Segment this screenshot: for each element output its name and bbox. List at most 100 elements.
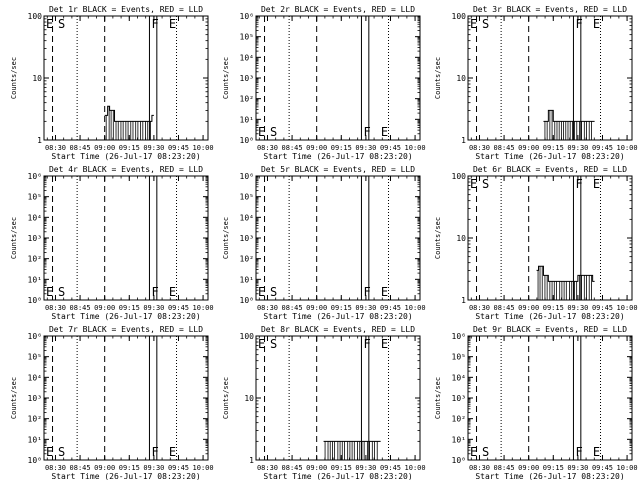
y-axis-label: Counts/sec [10, 217, 18, 259]
marker-label: F [151, 285, 158, 299]
x-tick-label: 09:30 [567, 144, 588, 152]
y-tick-label: 10⁴ [28, 373, 42, 382]
marker-label: F [575, 445, 582, 459]
x-tick-label: 09:45 [380, 464, 401, 472]
y-tick-label: 10 [456, 234, 466, 243]
y-tick-label: 1 [37, 136, 42, 145]
events-series-line [543, 109, 595, 122]
y-tick-label: 10⁵ [240, 33, 254, 42]
x-tick-label: 09:15 [119, 464, 140, 472]
y-tick-label: 100 [452, 12, 467, 21]
marker-label: S [482, 177, 489, 191]
x-tick-label: 10:00 [405, 464, 426, 472]
detector-panel: Det 5r BLACK = Events, RED = LLD 10⁰ 10¹ 10… [222, 165, 426, 321]
y-tick-label: 10² [240, 255, 254, 264]
plot-frame [255, 15, 421, 141]
marker-label: E [470, 17, 477, 31]
y-tick-label: 10 [32, 74, 42, 83]
y-tick-label: 10² [28, 415, 42, 424]
x-tick-label: 09:00 [306, 144, 327, 152]
x-tick-label: 09:15 [543, 144, 564, 152]
x-tick-label: 09:15 [331, 304, 352, 312]
marker-label: E [258, 285, 265, 299]
x-tick-label: 09:15 [331, 144, 352, 152]
y-axis-label: Counts/sec [10, 57, 18, 99]
x-tick-label: 09:15 [543, 464, 564, 472]
y-tick-label: 10⁴ [452, 373, 466, 382]
y-tick-label: 10¹ [452, 435, 466, 444]
y-axis-label: Counts/sec [434, 57, 442, 99]
x-tick-label: 08:45 [494, 304, 515, 312]
x-tick-label: 09:30 [355, 464, 376, 472]
detector-panel: Det 1r BLACK = Events, RED = LLD 1 10 100 08… [10, 5, 214, 161]
detector-panel: Det 8r BLACK = Events, RED = LLD 1 10 100 08… [222, 325, 426, 480]
y-tick-label: 10⁴ [240, 53, 254, 62]
y-tick-label: 10⁰ [452, 456, 466, 465]
marker-label: E [46, 17, 53, 31]
y-tick-label: 10⁶ [28, 332, 42, 341]
y-axis-label: Counts/sec [222, 217, 230, 259]
panel-title: Det 4r BLACK = Events, RED = LLD [49, 165, 203, 174]
x-tick-label: 09:00 [94, 464, 115, 472]
marker-label: E [470, 177, 477, 191]
y-tick-label: 10⁶ [28, 172, 42, 181]
y-tick-label: 1 [461, 136, 466, 145]
detector-panel: Det 2r BLACK = Events, RED = LLD 10⁰ 10¹ 10… [222, 5, 426, 161]
y-tick-label: 10³ [28, 234, 42, 243]
marker-label: F [151, 445, 158, 459]
plot-frame [255, 175, 421, 301]
marker-label: F [363, 337, 370, 351]
x-tick-label: 09:30 [355, 304, 376, 312]
x-tick-label: 10:00 [617, 464, 638, 472]
y-tick-label: 10⁴ [28, 213, 42, 222]
marker-label: E [169, 445, 176, 459]
marker-label: E [381, 125, 388, 139]
x-tick-label: 09:00 [518, 464, 539, 472]
y-tick-label: 10² [240, 95, 254, 104]
y-tick-label: 10¹ [240, 275, 254, 284]
x-tick-label: 09:15 [331, 464, 352, 472]
marker-label: S [58, 285, 65, 299]
y-axis-label: Counts/sec [222, 377, 230, 419]
x-tick-label: 08:30 [257, 304, 278, 312]
y-tick-label: 10² [452, 415, 466, 424]
marker-label: E [169, 285, 176, 299]
y-tick-label: 10³ [240, 234, 254, 243]
plot-frame [43, 175, 209, 301]
x-axis-label: Start Time (26-Jul-17 08:23:20) [263, 312, 412, 321]
marker-label: F [575, 17, 582, 31]
x-tick-label: 09:45 [168, 464, 189, 472]
x-tick-label: 10:00 [405, 144, 426, 152]
marker-label: F [575, 177, 582, 191]
x-tick-label: 09:30 [567, 464, 588, 472]
panel-title: Det 2r BLACK = Events, RED = LLD [261, 5, 415, 14]
x-tick-label: 09:45 [168, 304, 189, 312]
x-axis-label: Start Time (26-Jul-17 08:23:20) [263, 152, 412, 161]
x-tick-label: 08:30 [469, 304, 490, 312]
x-tick-label: 10:00 [617, 304, 638, 312]
x-tick-label: 09:00 [306, 464, 327, 472]
x-axis-label: Start Time (26-Jul-17 08:23:20) [263, 472, 412, 480]
y-tick-label: 10⁰ [240, 296, 254, 305]
y-tick-label: 10³ [452, 394, 466, 403]
marker-label: F [151, 17, 158, 31]
y-tick-label: 10 [244, 394, 254, 403]
marker-label: S [270, 285, 277, 299]
panel-title: Det 3r BLACK = Events, RED = LLD [473, 5, 627, 14]
x-axis-label: Start Time (26-Jul-17 08:23:20) [475, 312, 624, 321]
marker-label: E [258, 125, 265, 139]
y-tick-label: 10⁰ [28, 296, 42, 305]
marker-label: S [270, 125, 277, 139]
plot-frame [467, 335, 633, 461]
panel-title: Det 1r BLACK = Events, RED = LLD [49, 5, 203, 14]
x-tick-label: 09:45 [380, 144, 401, 152]
detector-panel: Det 6r BLACK = Events, RED = LLD 1 10 100 08… [434, 165, 638, 321]
x-tick-label: 08:45 [494, 464, 515, 472]
marker-label: E [593, 177, 600, 191]
x-tick-label: 09:15 [119, 304, 140, 312]
x-tick-label: 09:45 [592, 144, 613, 152]
y-tick-label: 10⁵ [240, 193, 254, 202]
x-tick-label: 10:00 [405, 304, 426, 312]
y-tick-label: 10 [456, 74, 466, 83]
x-tick-label: 08:30 [45, 304, 66, 312]
